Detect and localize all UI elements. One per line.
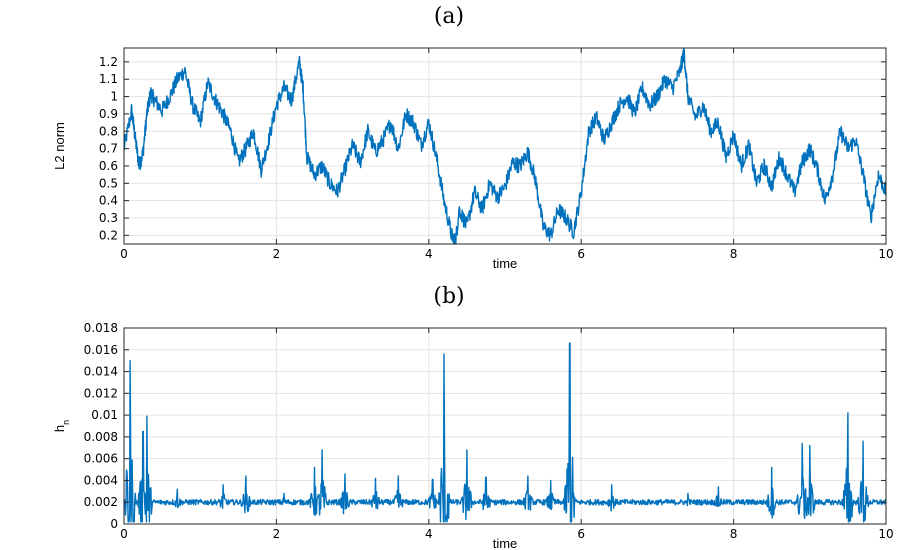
panel-b-xtick-label: 4: [425, 527, 433, 541]
panel-b-title: (b): [433, 284, 465, 309]
panel-b-xlabel: time: [493, 536, 518, 550]
panel-b-xtick-label: 8: [730, 527, 738, 541]
panel-a-xtick-label: 6: [577, 247, 585, 261]
panel-a-ytick-label: 1.1: [99, 72, 118, 86]
panel-b-ytick-label: 0.01: [91, 408, 118, 422]
panel-b-ytick-label: 0.004: [84, 473, 118, 487]
panel-a-ytick-label: 0.7: [99, 142, 118, 156]
panel-a-xlabel: time: [493, 256, 518, 271]
panel-a-axes-box: [123, 47, 887, 245]
panel-a-xtick-label: 8: [730, 247, 738, 261]
panel-b-ytick-label: 0.006: [84, 452, 118, 466]
panel-b-axes-box: [123, 327, 887, 525]
panel-a-ylabel: L2 norm: [52, 122, 67, 170]
panel-b-xtick-label: 6: [577, 527, 585, 541]
panel-b-ylabel: hn: [52, 420, 71, 432]
panel-a-ytick-label: 0.2: [99, 228, 118, 242]
panel-a-ytick-label: 1: [110, 90, 118, 104]
panel-a-title: (a): [433, 4, 465, 29]
panel-b-ytick-label: 0.018: [84, 321, 118, 335]
panel-a-ytick-label: 0.3: [99, 211, 118, 225]
panel-b-xtick-label: 0: [120, 527, 128, 541]
panel-b-ytick-label: 0.002: [84, 495, 118, 509]
panel-b-ylabel-subscript: n: [61, 420, 71, 425]
panel-b-xtick-label: 2: [273, 527, 281, 541]
panel-a-xtick-label: 0: [120, 247, 128, 261]
panel-b-ytick-label: 0.014: [84, 365, 118, 379]
panel-a-ytick-label: 0.6: [99, 159, 118, 173]
panel-a-ytick-label: 0.4: [99, 194, 118, 208]
panel-b-ytick-label: 0.008: [84, 430, 118, 444]
panel-a-xtick-label: 10: [878, 247, 893, 261]
panel-b-ytick-label: 0.016: [84, 343, 118, 357]
panel-a-ytick-label: 1.2: [99, 55, 118, 69]
panel-a-xtick-label: 4: [425, 247, 433, 261]
panel-a-ytick-label: 0.9: [99, 107, 118, 121]
panel-b-ytick-label: 0: [110, 517, 118, 531]
panel-a-ytick-label: 0.8: [99, 124, 118, 138]
panel-b-ytick-label: 0.012: [84, 386, 118, 400]
panel-b-data-line: [123, 342, 887, 523]
panel-b-xtick-label: 10: [878, 527, 893, 541]
panel-a-data-line: [123, 48, 887, 244]
panel-a-xtick-label: 2: [273, 247, 281, 261]
panel-a-ytick-label: 0.5: [99, 176, 118, 190]
